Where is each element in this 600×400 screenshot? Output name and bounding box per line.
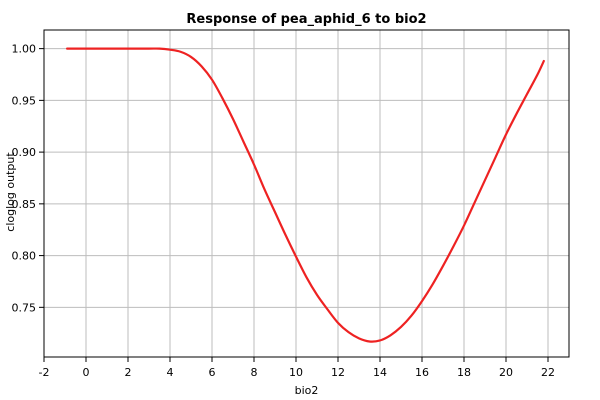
x-tick-label: 10: [289, 366, 303, 379]
x-tick-label: 6: [209, 366, 216, 379]
grid-layer: [44, 30, 569, 357]
x-tick-label: 2: [125, 366, 132, 379]
tick-layer: -2 0 2 4 6 8 10 12 14 16 18 20 22 0.75 0.80 0.85 0.90 0.9…: [12, 43, 556, 379]
y-axis-label: cloglog output: [4, 152, 17, 232]
x-tick-label: 16: [415, 366, 429, 379]
y-tick-label: 0.80: [12, 250, 37, 263]
x-tick-label: 0: [83, 366, 90, 379]
y-tick-label: 0.85: [12, 198, 37, 211]
x-tick-label: 14: [373, 366, 387, 379]
x-axis-label: bio2: [295, 384, 319, 397]
y-tick-label: 0.75: [12, 301, 37, 314]
x-tick-label: 20: [499, 366, 513, 379]
chart-title: Response of pea_aphid_6 to bio2: [186, 12, 426, 27]
response-curve: [66, 47, 545, 343]
x-tick-label: 12: [331, 366, 345, 379]
curve-layer: [66, 47, 545, 343]
x-tick-label: 18: [457, 366, 471, 379]
x-tick-label: 22: [541, 366, 555, 379]
x-tick-label: 8: [251, 366, 258, 379]
x-tick-label: -2: [39, 366, 50, 379]
x-tick-label: 4: [167, 366, 174, 379]
plot-frame: [43, 29, 570, 358]
y-tick-label: 0.90: [12, 146, 37, 159]
y-tick-label: 0.95: [12, 94, 37, 107]
y-tick-label: 1.00: [12, 43, 37, 56]
